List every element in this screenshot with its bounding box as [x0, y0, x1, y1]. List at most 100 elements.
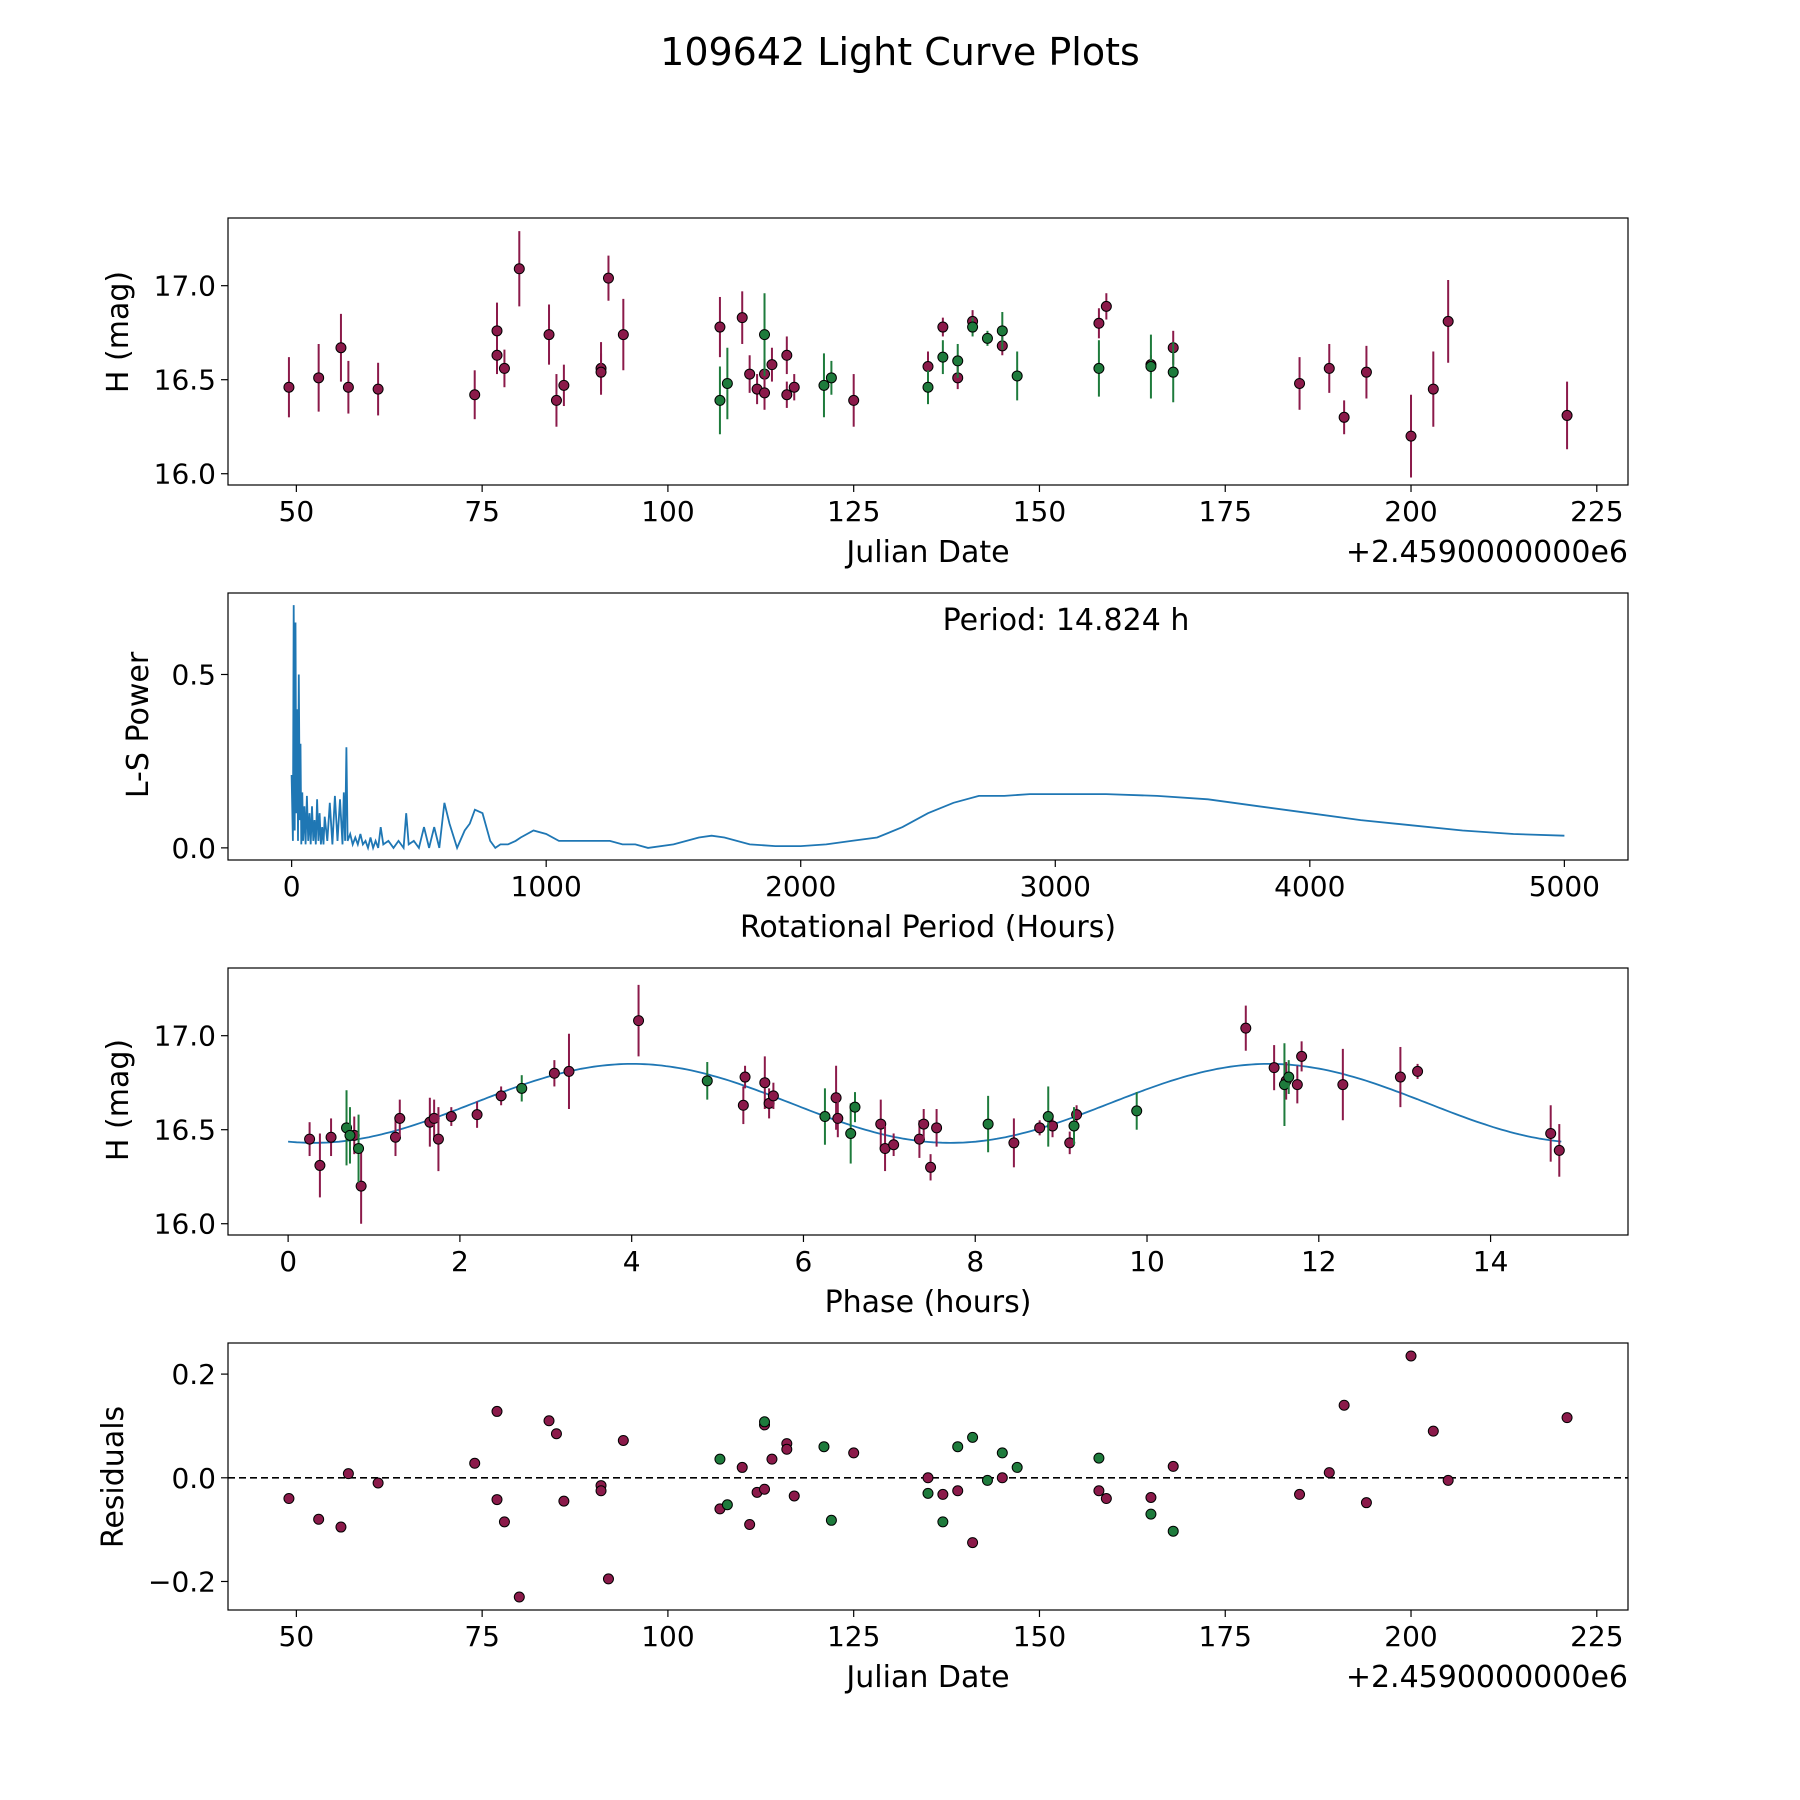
lightcurve-maroon-point [491, 349, 503, 361]
periodogram-xtick-label: 4000 [1274, 870, 1345, 903]
lightcurve-ytick-label: 17.0 [154, 270, 216, 303]
lightcurve-maroon-point [1561, 409, 1573, 421]
lightcurve-maroon-point [283, 381, 295, 393]
residuals-panel: Residuals Julian Date +2.4590000000e6 50… [96, 1342, 1629, 1695]
residuals-green-point [981, 1474, 993, 1486]
residuals-axes-frame [227, 1342, 1629, 1611]
residuals-maroon-point [1145, 1491, 1157, 1503]
lightcurve-maroon-point [1405, 430, 1417, 442]
lightcurve-plot-area [283, 231, 1573, 478]
lightcurve-maroon-point [1093, 317, 1105, 329]
residuals-maroon-point [996, 1472, 1008, 1484]
residuals-maroon-point [967, 1537, 979, 1549]
phased-xlabel: Phase (hours) [825, 1285, 1032, 1320]
phased-maroon-point [432, 1133, 444, 1145]
lightcurve-maroon-point [922, 361, 934, 373]
phased-maroon-point [918, 1118, 930, 1130]
phased-green-point [516, 1082, 528, 1094]
residuals-maroon-point [372, 1477, 384, 1489]
lightcurve-xtick-label: 50 [279, 495, 315, 528]
lightcurve-green-point [937, 351, 949, 363]
lightcurve-maroon-point [313, 372, 325, 384]
phased-maroon-point [355, 1180, 367, 1192]
lightcurve-green-point [981, 332, 993, 344]
phased-maroon-point [314, 1159, 326, 1171]
residuals-plot-area [228, 1350, 1628, 1603]
lightcurve-green-point [1145, 361, 1157, 373]
lightcurve-maroon-point [513, 263, 525, 275]
lightcurve-green-point [721, 377, 733, 389]
residuals-green-point [714, 1453, 726, 1465]
lightcurve-maroon-point [714, 321, 726, 333]
phased-maroon-point [830, 1092, 842, 1104]
residuals-green-point [937, 1516, 949, 1528]
lightcurve-xtick-label: 125 [827, 495, 880, 528]
periodogram-panel: L-S Power Rotational Period (Hours) Peri… [121, 592, 1629, 945]
lightcurve-maroon-point [617, 329, 629, 341]
lightcurve-maroon-point [595, 366, 607, 378]
periodogram-ytick-label: 0.0 [171, 832, 216, 865]
lightcurve-maroon-point [342, 381, 354, 393]
phased-maroon-point [875, 1118, 887, 1130]
lightcurve-xtick-label: 150 [1013, 495, 1066, 528]
residuals-xtick-label: 50 [279, 1620, 315, 1653]
residuals-maroon-point [922, 1472, 934, 1484]
phased-ytick-label: 16.0 [154, 1208, 216, 1241]
residuals-maroon-point [766, 1453, 778, 1465]
residuals-maroon-point [513, 1591, 525, 1603]
residuals-xtick-label: 75 [464, 1620, 500, 1653]
residuals-maroon-point [498, 1516, 510, 1528]
phased-ytick-label: 17.0 [154, 1020, 216, 1053]
lightcurve-maroon-point [1360, 366, 1372, 378]
periodogram-plot-area [290, 605, 1565, 852]
phased-xtick-label: 0 [279, 1245, 297, 1278]
phased-green-point [701, 1075, 713, 1087]
residuals-maroon-point [1561, 1412, 1573, 1424]
residuals-maroon-point [342, 1468, 354, 1480]
lightcurve-xtick-label: 225 [1570, 495, 1623, 528]
phased-maroon-point [832, 1112, 844, 1124]
residuals-maroon-point [617, 1434, 629, 1446]
residuals-ytick-label: 0.2 [171, 1358, 216, 1391]
residuals-maroon-point [1442, 1474, 1454, 1486]
lightcurve-xtick-label: 200 [1384, 495, 1437, 528]
residuals-ylabel: Residuals [96, 1406, 131, 1548]
lightcurve-green-point [1167, 366, 1179, 378]
phased-green-point [819, 1111, 831, 1123]
residuals-xtick-label: 125 [827, 1620, 880, 1653]
phased-maroon-point [394, 1112, 406, 1124]
residuals-maroon-point [744, 1518, 756, 1530]
phased-maroon-point [737, 1099, 749, 1111]
phased-maroon-point [1412, 1065, 1424, 1077]
lightcurve-ylabel: H (mag) [101, 271, 136, 393]
phased-maroon-point [888, 1139, 900, 1151]
periodogram-xtick-label: 0 [283, 870, 301, 903]
lightcurve-maroon-point [550, 394, 562, 406]
phased-xtick-label: 10 [1129, 1245, 1165, 1278]
residuals-xtick-label: 150 [1013, 1620, 1066, 1653]
phased-xtick-label: 14 [1473, 1245, 1509, 1278]
lightcurve-panel: H (mag) Julian Date +2.4590000000e6 50 75… [101, 217, 1629, 570]
phased-green-point [1131, 1105, 1143, 1117]
lightcurve-maroon-point [602, 272, 614, 284]
lightcurve-maroon-point [781, 389, 793, 401]
phased-clipped-layer [288, 984, 1565, 1224]
lightcurve-maroon-point [766, 359, 778, 371]
lightcurve-maroon-point [498, 362, 510, 374]
phased-xtick-label: 4 [623, 1245, 641, 1278]
periodogram-xtick-label: 3000 [1020, 870, 1091, 903]
residuals-maroon-point [1360, 1497, 1372, 1509]
lightcurve-green-point [1093, 362, 1105, 374]
periodogram-axes-frame [227, 592, 1629, 861]
phased-xtick-label: 2 [451, 1245, 469, 1278]
residuals-xlabel: Julian Date [844, 1660, 1009, 1695]
residuals-green-point [759, 1416, 771, 1428]
periodogram-clipped-layer [290, 605, 1565, 852]
lightcurve-maroon-point [335, 342, 347, 354]
residuals-maroon-point [736, 1461, 748, 1473]
lightcurve-maroon-point [543, 329, 555, 341]
residuals-xtick-label: 200 [1384, 1620, 1437, 1653]
phased-maroon-point [759, 1077, 771, 1089]
lightcurve-maroon-point [1294, 377, 1306, 389]
